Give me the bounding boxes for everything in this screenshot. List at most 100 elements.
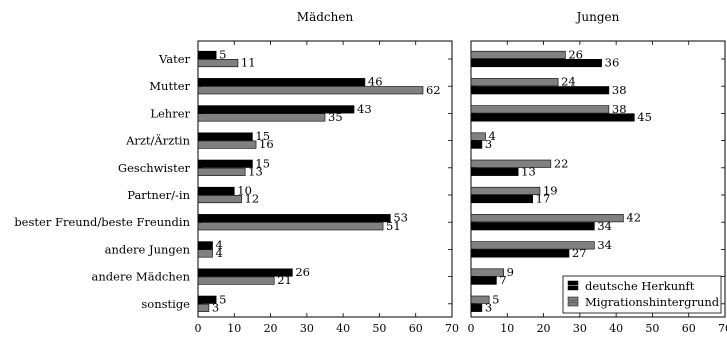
value-label-maedchen-deutsche-herkunft-sonstige: 5 bbox=[219, 292, 226, 306]
bar-maedchen-deutsche-herkunft-vater bbox=[197, 50, 217, 60]
bar-jungen-migrationshintergrund-mutter bbox=[470, 78, 559, 87]
value-label-maedchen-deutsche-herkunft-andere-jungen: 4 bbox=[216, 238, 223, 252]
x-tick-label-maedchen-70: 70 bbox=[445, 322, 459, 335]
bar-maedchen-deutsche-herkunft-lehrer bbox=[197, 105, 355, 114]
bar-jungen-deutsche-herkunft-lehrer bbox=[470, 113, 635, 122]
value-label-maedchen-deutsche-herkunft-vater: 5 bbox=[219, 48, 226, 62]
value-label-jungen-migrationshintergrund-andere-jungen: 34 bbox=[597, 238, 612, 252]
bar-maedchen-migrationshintergrund-mutter bbox=[197, 86, 424, 95]
category-label-geschwister: Geschwister bbox=[118, 161, 191, 175]
x-tick-label-maedchen-10: 10 bbox=[227, 322, 241, 335]
value-label-maedchen-migrationshintergrund-lehrer: 35 bbox=[328, 110, 343, 124]
value-label-maedchen-deutsche-herkunft-partner-in: 10 bbox=[237, 184, 252, 198]
value-label-maedchen-migrationshintergrund-sonstige: 3 bbox=[212, 300, 219, 314]
bar-jungen-migrationshintergrund-andere-jungen bbox=[470, 241, 595, 250]
bar-maedchen-deutsche-herkunft-arzt-aerztin bbox=[197, 132, 253, 141]
value-label-jungen-deutsche-herkunft-arzt-aerztin: 3 bbox=[485, 137, 492, 151]
legend-label-migrationshintergrund: Migrationshintergrund bbox=[585, 295, 720, 309]
legend-swatch-migrationshintergrund bbox=[567, 296, 579, 302]
category-label-lehrer: Lehrer bbox=[150, 106, 190, 120]
bar-jungen-migrationshintergrund-andere-maedchen bbox=[470, 268, 504, 277]
bar-jungen-migrationshintergrund-arzt-aerztin bbox=[470, 132, 486, 141]
bar-jungen-deutsche-herkunft-arzt-aerztin bbox=[470, 140, 483, 149]
bar-maedchen-migrationshintergrund-geschwister bbox=[197, 167, 246, 176]
value-label-maedchen-deutsche-herkunft-andere-maedchen: 26 bbox=[295, 265, 310, 279]
value-label-jungen-migrationshintergrund-mutter: 24 bbox=[561, 75, 576, 89]
panel-title-jungen: Jungen bbox=[575, 10, 620, 24]
value-label-maedchen-migrationshintergrund-vater: 11 bbox=[241, 56, 256, 70]
x-tick-label-jungen-60: 60 bbox=[682, 322, 696, 335]
bar-maedchen-migrationshintergrund-sonstige bbox=[197, 303, 210, 312]
value-label-jungen-deutsche-herkunft-andere-jungen: 27 bbox=[572, 246, 587, 260]
category-label-arzt-aerztin: Arzt/Ärztin bbox=[125, 134, 191, 148]
x-tick-label-jungen-30: 30 bbox=[573, 322, 587, 335]
category-label-mutter: Mutter bbox=[149, 79, 190, 93]
bar-maedchen-deutsche-herkunft-bester-freund-beste-freundin bbox=[197, 214, 391, 223]
bar-jungen-deutsche-herkunft-geschwister bbox=[470, 167, 519, 176]
value-label-jungen-deutsche-herkunft-lehrer: 45 bbox=[637, 110, 652, 124]
legend-swatch-deutsche-herkunft bbox=[567, 280, 579, 286]
value-label-maedchen-deutsche-herkunft-lehrer: 43 bbox=[357, 102, 372, 116]
bar-maedchen-migrationshintergrund-andere-maedchen bbox=[197, 276, 275, 285]
bar-jungen-migrationshintergrund-vater bbox=[470, 50, 566, 60]
legend-box bbox=[562, 275, 722, 314]
value-label-maedchen-deutsche-herkunft-geschwister: 15 bbox=[255, 156, 270, 170]
value-label-maedchen-deutsche-herkunft-arzt-aerztin: 15 bbox=[255, 129, 270, 143]
value-label-maedchen-migrationshintergrund-partner-in: 12 bbox=[245, 192, 260, 206]
bar-jungen-migrationshintergrund-lehrer bbox=[470, 105, 610, 114]
bar-maedchen-deutsche-herkunft-andere-maedchen bbox=[197, 268, 293, 277]
value-label-jungen-deutsche-herkunft-bester-freund-beste-freundin: 34 bbox=[597, 219, 612, 233]
bar-jungen-deutsche-herkunft-andere-jungen bbox=[470, 249, 570, 258]
value-label-maedchen-deutsche-herkunft-bester-freund-beste-freundin: 53 bbox=[393, 211, 408, 225]
x-tick-label-jungen-0: 0 bbox=[468, 322, 475, 335]
value-label-jungen-deutsche-herkunft-vater: 36 bbox=[605, 56, 620, 70]
bar-jungen-migrationshintergrund-partner-in bbox=[470, 186, 541, 195]
bar-jungen-deutsche-herkunft-vater bbox=[470, 58, 602, 68]
value-label-jungen-migrationshintergrund-andere-maedchen: 9 bbox=[507, 265, 514, 279]
bar-maedchen-migrationshintergrund-lehrer bbox=[197, 113, 326, 122]
category-label-andere-maedchen: andere Mädchen bbox=[92, 270, 191, 284]
value-label-jungen-migrationshintergrund-bester-freund-beste-freundin: 42 bbox=[626, 211, 641, 225]
plot-frame-maedchen bbox=[197, 40, 453, 318]
bar-jungen-migrationshintergrund-bester-freund-beste-freundin bbox=[470, 214, 624, 223]
bar-maedchen-deutsche-herkunft-geschwister bbox=[197, 159, 253, 168]
category-label-andere-jungen: andere Jungen bbox=[105, 242, 191, 256]
x-tick-label-jungen-70: 70 bbox=[718, 322, 727, 335]
bar-maedchen-deutsche-herkunft-sonstige bbox=[197, 295, 217, 304]
bar-jungen-migrationshintergrund-sonstige bbox=[470, 295, 490, 304]
bar-maedchen-migrationshintergrund-partner-in bbox=[197, 195, 242, 204]
value-label-jungen-migrationshintergrund-sonstige: 5 bbox=[492, 292, 499, 306]
x-tick-label-maedchen-40: 40 bbox=[336, 322, 350, 335]
value-label-jungen-deutsche-herkunft-mutter: 38 bbox=[612, 83, 627, 97]
bar-jungen-deutsche-herkunft-sonstige bbox=[470, 303, 483, 312]
value-label-maedchen-migrationshintergrund-andere-maedchen: 21 bbox=[277, 273, 292, 287]
legend-label-deutsche-herkunft: deutsche Herkunft bbox=[585, 279, 695, 293]
value-label-jungen-migrationshintergrund-lehrer: 38 bbox=[612, 102, 627, 116]
value-label-jungen-deutsche-herkunft-sonstige: 3 bbox=[485, 300, 492, 314]
x-tick-label-jungen-10: 10 bbox=[500, 322, 514, 335]
bar-maedchen-deutsche-herkunft-mutter bbox=[197, 78, 366, 87]
bar-jungen-deutsche-herkunft-bester-freund-beste-freundin bbox=[470, 222, 595, 231]
value-label-maedchen-deutsche-herkunft-mutter: 46 bbox=[368, 75, 383, 89]
bar-maedchen-migrationshintergrund-bester-freund-beste-freundin bbox=[197, 222, 384, 231]
x-tick-label-jungen-50: 50 bbox=[645, 322, 659, 335]
legend-swatch-lower-migrationshintergrund bbox=[567, 301, 579, 307]
bar-maedchen-migrationshintergrund-vater bbox=[197, 58, 239, 68]
category-label-vater: Vater bbox=[158, 52, 191, 66]
value-label-maedchen-migrationshintergrund-geschwister: 13 bbox=[248, 164, 263, 178]
value-label-jungen-deutsche-herkunft-andere-maedchen: 7 bbox=[499, 273, 506, 287]
value-label-maedchen-migrationshintergrund-arzt-aerztin: 16 bbox=[259, 137, 274, 151]
plot-frame-jungen bbox=[470, 40, 726, 318]
value-label-jungen-migrationshintergrund-partner-in: 19 bbox=[543, 184, 558, 198]
value-label-jungen-migrationshintergrund-geschwister: 22 bbox=[554, 156, 569, 170]
value-label-jungen-migrationshintergrund-arzt-aerztin: 4 bbox=[489, 129, 496, 143]
value-label-jungen-migrationshintergrund-vater: 26 bbox=[568, 48, 583, 62]
value-label-jungen-deutsche-herkunft-geschwister: 13 bbox=[521, 164, 536, 178]
bar-maedchen-migrationshintergrund-arzt-aerztin bbox=[197, 140, 257, 149]
value-label-jungen-deutsche-herkunft-partner-in: 17 bbox=[536, 192, 551, 206]
value-label-maedchen-migrationshintergrund-bester-freund-beste-freundin: 51 bbox=[386, 219, 401, 233]
bar-maedchen-migrationshintergrund-andere-jungen bbox=[197, 249, 213, 258]
x-tick-label-maedchen-0: 0 bbox=[195, 322, 202, 335]
value-label-maedchen-migrationshintergrund-andere-jungen: 4 bbox=[216, 246, 223, 260]
legend-swatch-lower-deutsche-herkunft bbox=[567, 285, 579, 291]
